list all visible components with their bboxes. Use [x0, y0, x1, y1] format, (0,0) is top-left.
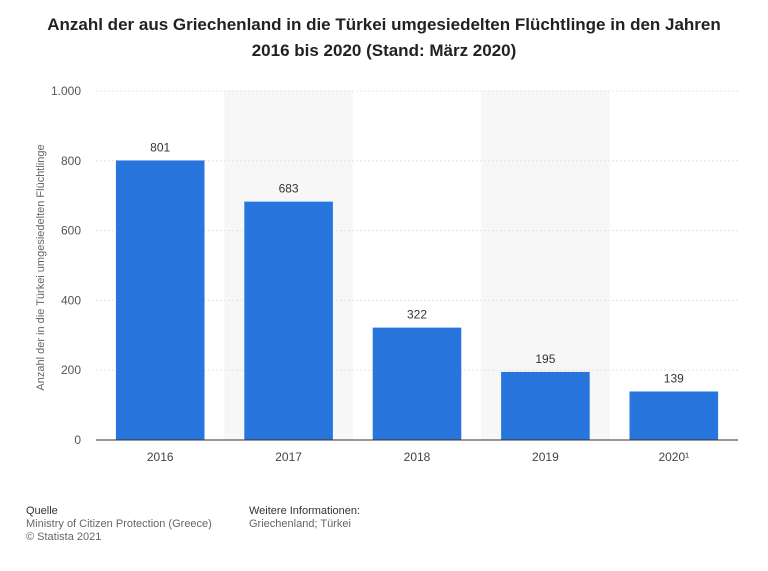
x-tick-label: 2017 — [275, 450, 302, 464]
bar-value-label: 322 — [407, 308, 427, 322]
x-tick-label: 2016 — [147, 450, 174, 464]
bar-value-label: 195 — [535, 352, 555, 366]
copyright-text: © Statista 2021 — [26, 531, 102, 543]
bar — [372, 327, 462, 440]
y-axis-ticks: 0 200 400 600 800 1.000 — [51, 84, 81, 447]
x-tick-label: 2020¹ — [658, 450, 689, 464]
x-tick-label: 2018 — [404, 450, 431, 464]
source-block: Quelle Ministry of Citizen Protection (G… — [26, 505, 212, 544]
chart-title-line-1: Anzahl der aus Griechenland in die Türke… — [47, 15, 721, 34]
y-tick-label: 0 — [74, 433, 81, 447]
x-axis-ticks: 2016 2017 2018 2019 2020¹ — [147, 450, 689, 464]
bar — [629, 391, 719, 440]
bar-value-label: 139 — [664, 371, 684, 385]
y-tick-label: 400 — [61, 293, 81, 307]
y-tick-label: 1.000 — [51, 84, 81, 98]
bar — [501, 371, 590, 440]
info-text: Griechenland; Türkei — [249, 518, 351, 530]
y-tick-label: 600 — [61, 224, 81, 238]
bar — [244, 201, 333, 440]
bar-value-label: 683 — [279, 182, 299, 196]
source-text: Ministry of Citizen Protection (Greece) — [26, 518, 212, 530]
info-heading: Weitere Informationen: — [249, 505, 361, 517]
chart-title: Anzahl der aus Griechenland in die Türke… — [40, 12, 728, 64]
y-axis-label: Anzahl der in die Türkei umgesiedelten F… — [35, 144, 47, 390]
source-heading: Quelle — [26, 505, 58, 517]
x-tick-label: 2019 — [532, 450, 559, 464]
y-tick-label: 200 — [61, 363, 81, 377]
bar — [115, 160, 205, 441]
y-tick-label: 800 — [61, 154, 81, 168]
chart-title-line-2: 2016 bis 2020 (Stand: März 2020) — [251, 41, 517, 60]
bars — [115, 160, 719, 441]
info-block: Weitere Informationen: Griechenland; Tür… — [249, 505, 360, 531]
bar-value-label: 801 — [150, 140, 170, 154]
data-labels: 801 683 322 195 139 — [150, 140, 684, 385]
